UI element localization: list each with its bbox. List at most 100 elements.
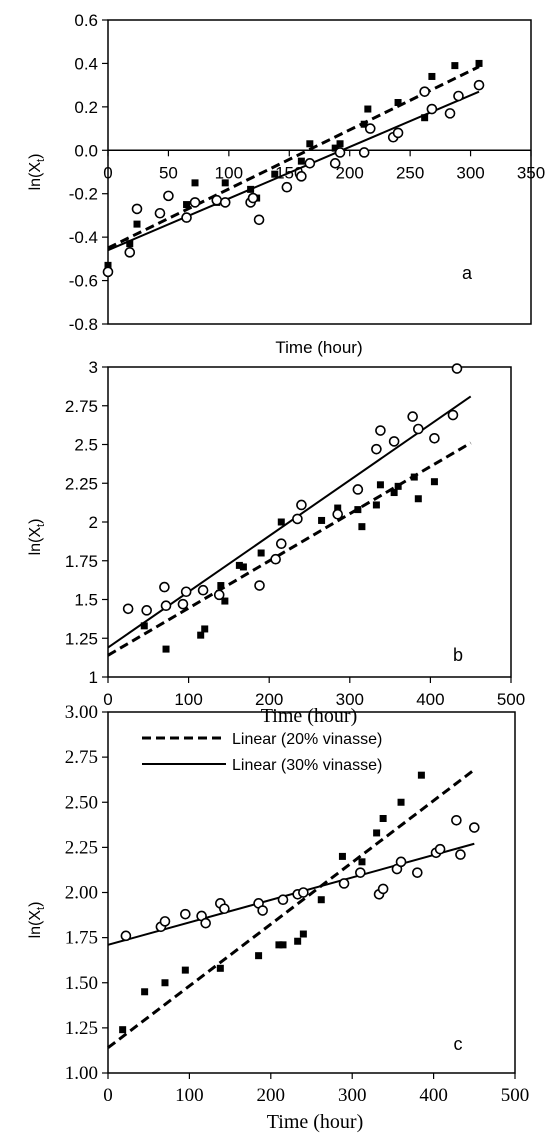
x-tick-label-a: 300 xyxy=(456,163,484,182)
data-point-square-b xyxy=(239,563,247,571)
data-point-circle-b xyxy=(197,584,209,596)
data-point-square-a xyxy=(364,105,372,113)
data-point-square-a xyxy=(428,72,436,80)
data-point-square-b xyxy=(217,582,225,590)
data-point-circle-b xyxy=(270,553,281,565)
x-tick-label-b: 200 xyxy=(255,690,283,709)
y-tick-label-a: 0.0 xyxy=(74,141,98,160)
x-tick-label-a: 0 xyxy=(103,163,112,182)
data-point-square-b xyxy=(334,504,342,512)
data-point-square-c xyxy=(141,988,149,996)
data-point-square-a xyxy=(421,114,429,122)
data-point-square-a xyxy=(475,59,483,67)
data-point-circle-c xyxy=(180,908,191,920)
trendline-solid-b xyxy=(107,395,472,649)
x-tick-label-a: 250 xyxy=(396,163,424,182)
data-point-square-b xyxy=(318,516,326,524)
data-point-square-c xyxy=(119,1026,127,1034)
x-tick-label-c: 400 xyxy=(419,1085,448,1106)
data-point-circle-a xyxy=(473,79,485,91)
data-point-square-c xyxy=(299,930,307,938)
data-point-square-b xyxy=(354,506,362,514)
trendline-solid-c xyxy=(107,842,475,946)
y-axis-title-b: ln(Xt) xyxy=(27,519,47,556)
data-point-square-c xyxy=(161,979,169,987)
data-point-square-b xyxy=(235,561,243,569)
data-point-circle-c xyxy=(468,822,480,833)
data-point-circle-c xyxy=(219,903,230,915)
data-point-circle-a xyxy=(281,181,293,193)
data-point-circle-c xyxy=(355,867,366,878)
data-point-circle-c xyxy=(120,930,132,942)
data-point-square-a xyxy=(104,261,112,269)
data-point-circle-a xyxy=(304,158,316,169)
plot-frame-a xyxy=(107,19,532,325)
y-tick-label-c: 2.25 xyxy=(65,837,98,858)
y-tick-label-c: 1.50 xyxy=(65,973,98,994)
data-point-square-c xyxy=(317,896,325,904)
x-tick-label-c: 0 xyxy=(103,1085,113,1106)
data-point-circle-a xyxy=(253,214,265,226)
data-point-circle-b xyxy=(275,538,287,550)
data-point-circle-b xyxy=(159,581,170,593)
data-point-circle-a xyxy=(364,123,376,134)
x-tick-label-c: 300 xyxy=(338,1085,367,1106)
data-point-square-b xyxy=(410,473,418,481)
chart-panel-c: ln(Xt) Time (hour) c Linear (20% vinasse… xyxy=(27,702,529,1133)
legend-label-30: Linear (30% vinasse) xyxy=(232,757,382,774)
data-point-circle-c xyxy=(257,905,268,916)
x-tick-label-b: 500 xyxy=(497,690,525,709)
data-point-square-a xyxy=(126,240,134,248)
data-point-circle-c xyxy=(277,894,289,906)
y-tick-label-c: 1.25 xyxy=(65,1018,98,1039)
data-point-circle-c xyxy=(377,883,389,895)
data-point-square-a xyxy=(331,144,339,152)
data-point-circle-b xyxy=(352,484,364,495)
y-tick-label-b: 1.75 xyxy=(65,552,98,571)
x-axis-title-a: Time (hour) xyxy=(275,338,362,357)
data-point-square-a xyxy=(247,185,255,193)
data-point-square-b xyxy=(162,645,170,653)
data-point-square-b xyxy=(414,495,422,503)
data-point-circle-c xyxy=(298,887,309,898)
data-point-circle-a xyxy=(392,127,404,139)
data-point-square-b xyxy=(277,518,285,526)
legend: Linear (20% vinasse) Linear (30% vinasse… xyxy=(142,731,382,774)
data-point-square-c xyxy=(397,798,405,806)
data-point-square-a xyxy=(297,157,305,165)
x-tick-label-b: 300 xyxy=(336,690,364,709)
y-tick-label-b: 2.75 xyxy=(65,397,98,416)
data-point-circle-b xyxy=(429,432,440,444)
y-tick-label-c: 2.75 xyxy=(65,747,98,768)
data-point-circle-c xyxy=(395,856,407,868)
trendline-dashed-c xyxy=(107,768,476,1049)
data-point-circle-a xyxy=(334,147,346,158)
y-tick-label-a: -0.6 xyxy=(69,272,98,291)
data-point-circle-a xyxy=(296,171,307,182)
y-tick-label-c: 1.00 xyxy=(65,1063,98,1084)
data-point-square-a xyxy=(191,179,199,187)
data-point-square-c xyxy=(294,937,302,945)
y-tick-label-b: 2.25 xyxy=(65,474,98,493)
data-point-square-c xyxy=(279,941,287,949)
data-point-square-a xyxy=(360,120,368,128)
data-point-circle-a xyxy=(154,207,166,219)
data-point-circle-a xyxy=(211,194,223,206)
data-point-circle-b xyxy=(122,603,134,615)
chart-panel-b: ln(Xt) Time (hour) b 1 1.25 1.5 1.75 2 2.25 2.… xyxy=(27,358,525,727)
data-point-square-b xyxy=(376,481,384,489)
data-point-square-a xyxy=(306,140,314,148)
data-point-circle-a xyxy=(426,103,438,115)
y-tick-label-b: 1.5 xyxy=(74,591,98,610)
data-point-square-c xyxy=(275,941,283,949)
data-point-circle-c xyxy=(451,814,462,826)
data-point-circle-a xyxy=(219,197,231,208)
data-point-circle-a xyxy=(419,86,430,97)
data-point-circle-b xyxy=(254,580,265,591)
data-point-circle-b xyxy=(451,363,463,374)
data-point-circle-b xyxy=(371,443,382,455)
x-axis-title-b: Time (hour) xyxy=(261,705,357,727)
x-tick-label-a: 350 xyxy=(517,163,545,182)
y-tick-label-c: 2.00 xyxy=(65,883,98,904)
data-point-square-b xyxy=(140,622,148,630)
